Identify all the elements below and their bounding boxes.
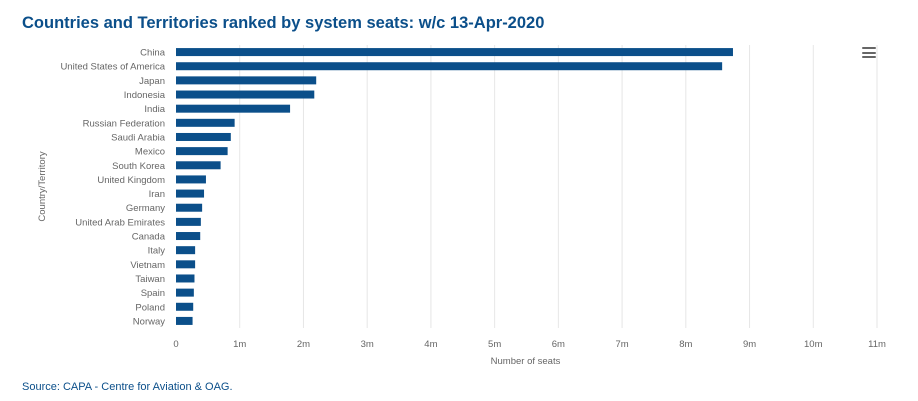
bars xyxy=(176,48,733,325)
x-tick-label: 6m xyxy=(552,339,565,350)
source-note: Source: CAPA - Centre for Aviation & OAG… xyxy=(22,381,233,393)
category-label: Canada xyxy=(132,232,166,243)
x-axis-title: Number of seats xyxy=(491,356,561,367)
bar[interactable] xyxy=(176,76,317,85)
category-label: Norway xyxy=(133,316,165,327)
bar[interactable] xyxy=(176,48,733,57)
chart-title: Countries and Territories ranked by syst… xyxy=(22,14,545,32)
bar[interactable] xyxy=(176,274,195,283)
x-tick-label: 2m xyxy=(297,339,310,350)
x-tick-label: 8m xyxy=(679,339,692,350)
category-label: Saudi Arabia xyxy=(111,132,166,143)
category-label: Spain xyxy=(141,288,165,299)
x-tick-labels: 0 1m 2m 3m 4m 5m 6m 7m 8m 9m 10m 11m xyxy=(173,339,886,350)
bar[interactable] xyxy=(176,203,203,212)
category-label: South Korea xyxy=(112,161,166,172)
bar[interactable] xyxy=(176,189,205,198)
x-tick-label: 4m xyxy=(424,339,437,350)
bar[interactable] xyxy=(176,232,201,241)
category-label: Poland xyxy=(135,302,165,313)
category-label: Vietnam xyxy=(130,260,165,271)
bar[interactable] xyxy=(176,175,206,184)
y-axis-title: Country/Territory xyxy=(37,151,48,221)
x-tick-label: 7m xyxy=(615,339,628,350)
category-label: Indonesia xyxy=(124,90,166,101)
x-tick-label: 3m xyxy=(361,339,374,350)
bar[interactable] xyxy=(176,132,231,141)
category-label: Germany xyxy=(126,203,165,214)
bar[interactable] xyxy=(176,217,201,226)
grid-lines xyxy=(239,45,878,328)
x-tick-label: 9m xyxy=(743,339,756,350)
category-label: United Kingdom xyxy=(97,175,165,186)
bar[interactable] xyxy=(176,161,221,170)
category-label: China xyxy=(140,48,166,59)
bar[interactable] xyxy=(176,104,291,113)
category-label: Russian Federation xyxy=(83,118,165,129)
bar[interactable] xyxy=(176,260,196,269)
x-tick-label: 1m xyxy=(233,339,246,350)
bar[interactable] xyxy=(176,288,194,297)
category-label: United Arab Emirates xyxy=(75,217,165,228)
category-label: Mexico xyxy=(135,147,165,158)
category-label: Iran xyxy=(149,189,165,200)
bar[interactable] xyxy=(176,90,315,99)
hamburger-menu-icon[interactable] xyxy=(862,47,876,59)
bar[interactable] xyxy=(176,62,723,71)
x-tick-label: 0 xyxy=(173,339,178,350)
category-label: India xyxy=(144,104,165,115)
category-label: Taiwan xyxy=(135,274,165,285)
category-label: Italy xyxy=(148,246,166,257)
x-tick-label: 11m xyxy=(868,339,886,350)
category-label: United States of America xyxy=(60,62,165,73)
x-tick-label: 5m xyxy=(488,339,501,350)
bar[interactable] xyxy=(176,316,193,325)
bar[interactable] xyxy=(176,147,228,156)
bar[interactable] xyxy=(176,118,235,127)
x-tick-label: 10m xyxy=(804,339,823,350)
category-label: Japan xyxy=(139,76,165,87)
category-labels: China United States of America Japan Indone… xyxy=(60,48,165,328)
bar[interactable] xyxy=(176,302,194,311)
bar[interactable] xyxy=(176,246,196,255)
